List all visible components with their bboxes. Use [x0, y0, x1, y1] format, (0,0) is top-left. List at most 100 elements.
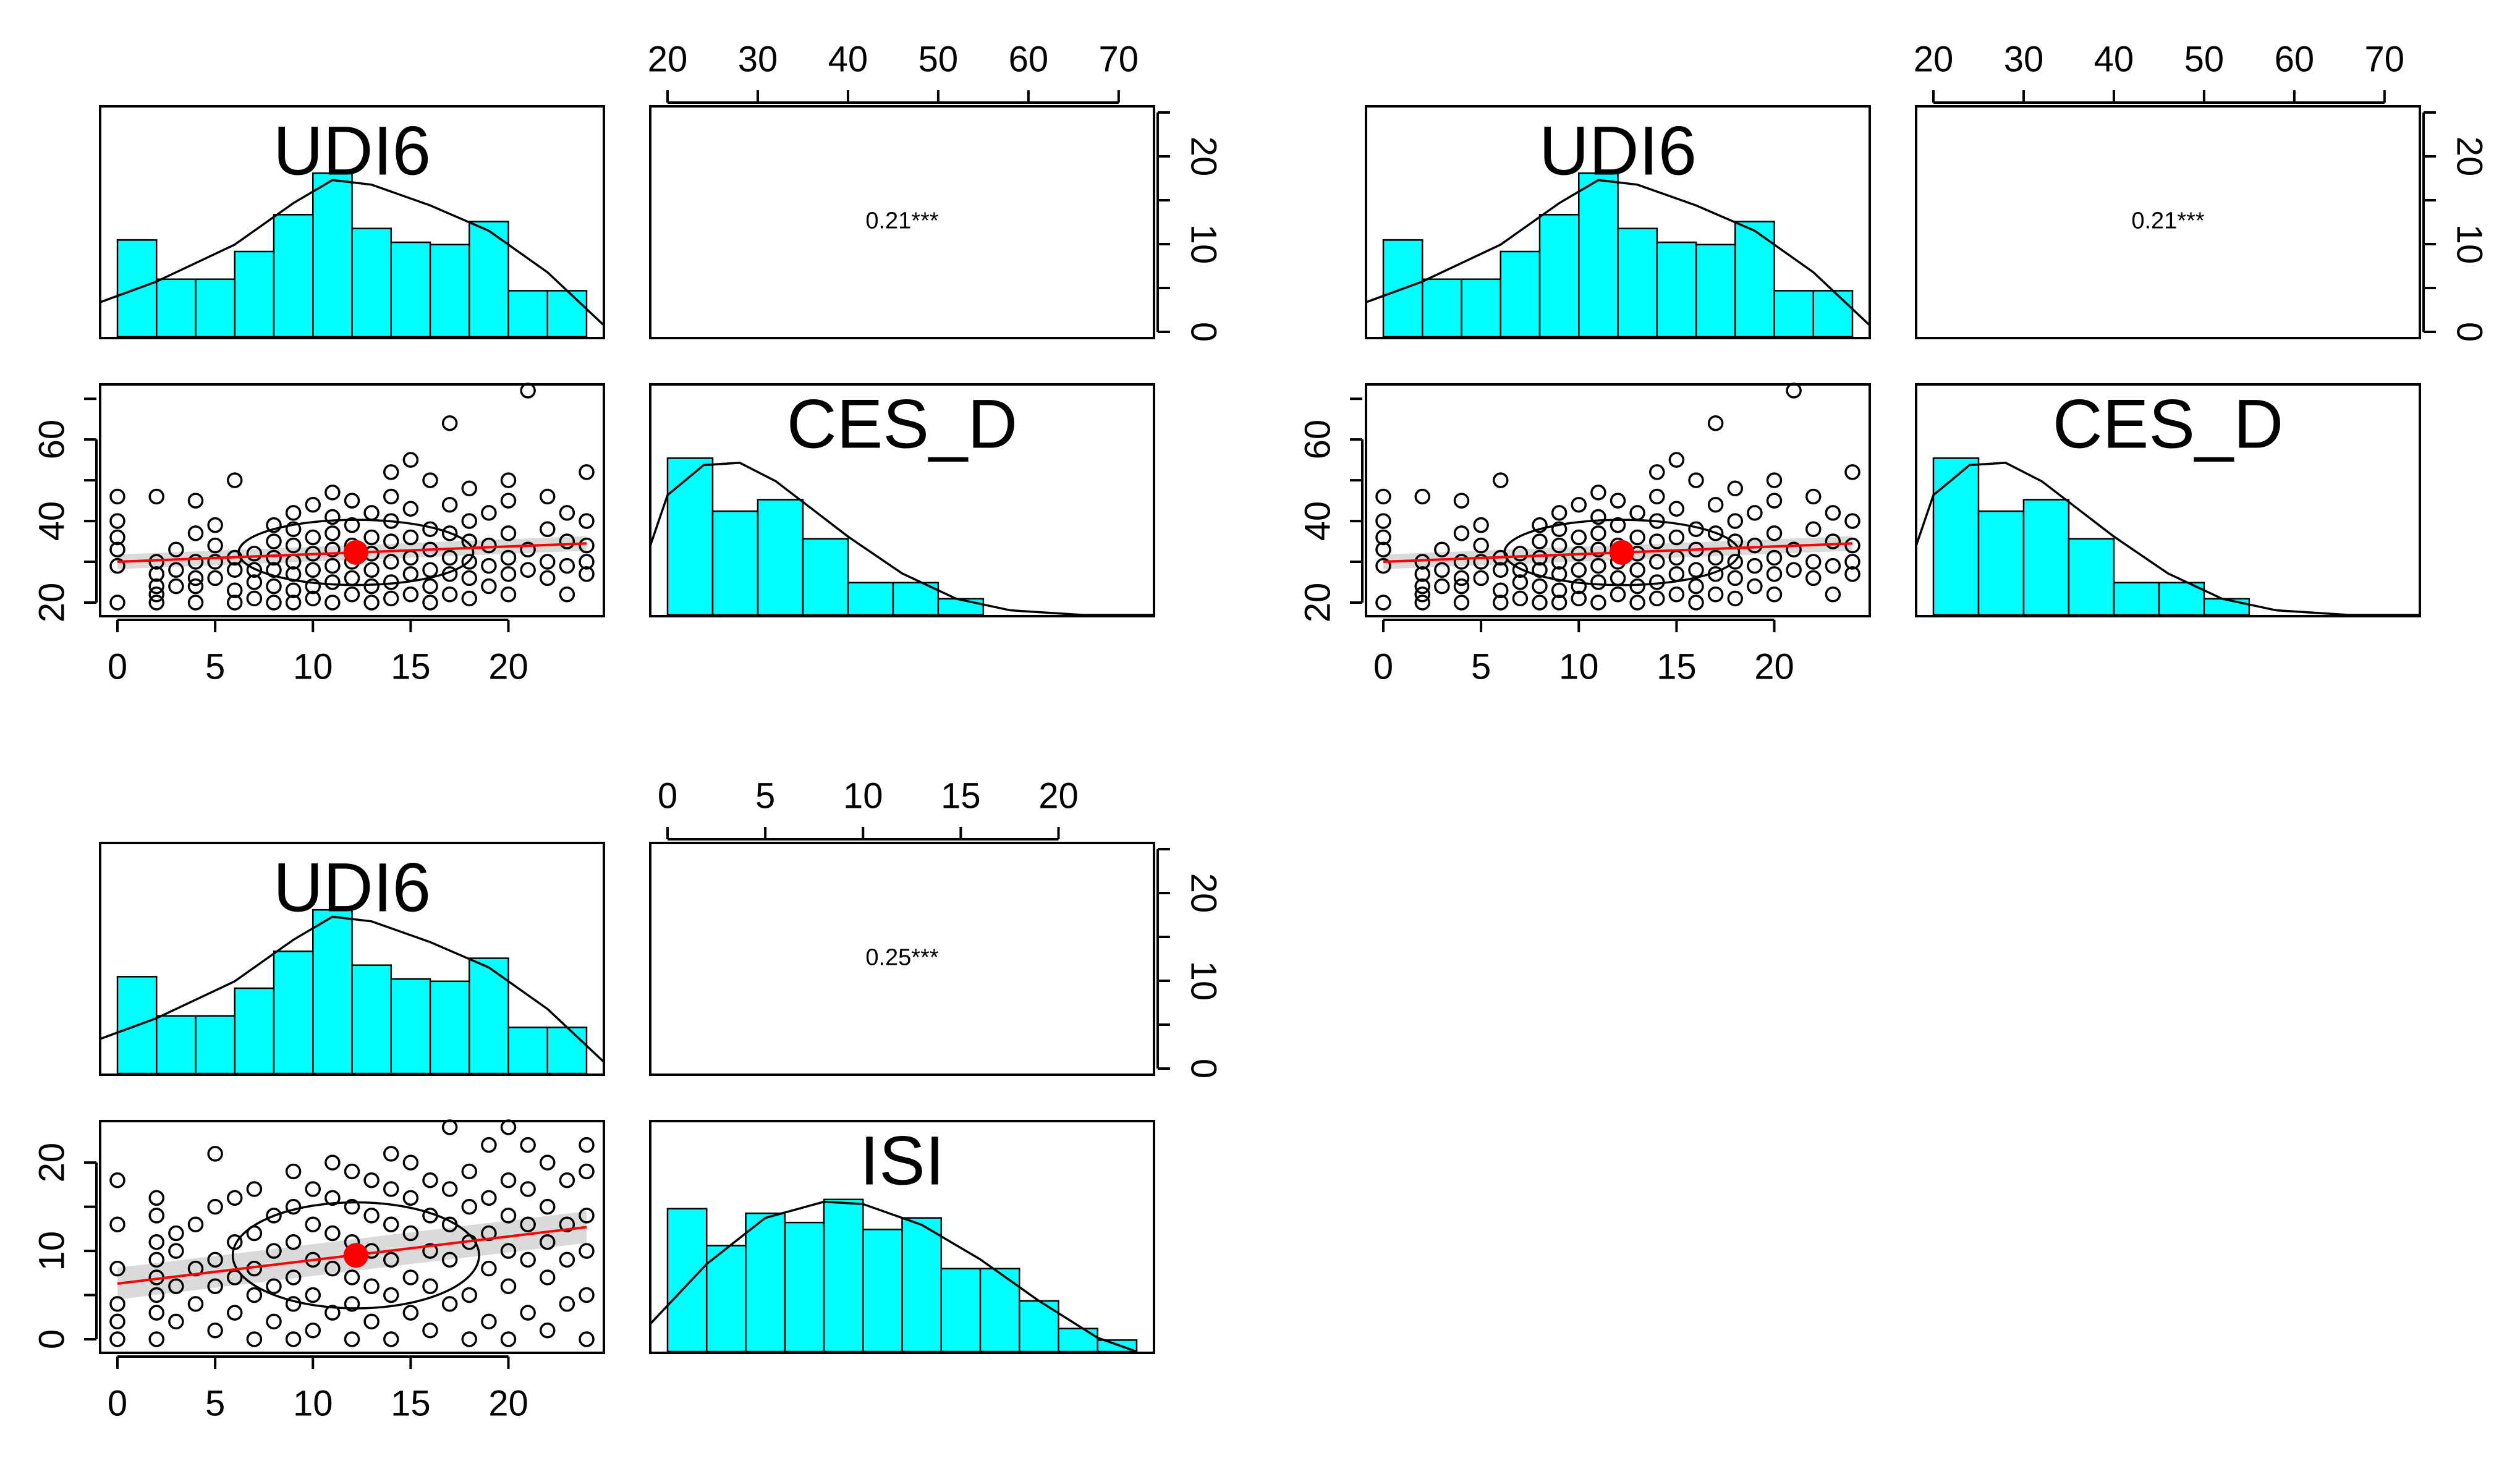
variable-title: CES_D: [2053, 386, 2283, 463]
scatter-point: [305, 529, 321, 546]
scatter-point: [344, 1296, 360, 1312]
scatter-point: [1649, 533, 1665, 549]
hist-bar: [1656, 241, 1697, 338]
scatter-point: [1512, 590, 1529, 607]
top-axis-label: 30: [2004, 40, 2044, 80]
scatter-point: [1532, 549, 1548, 566]
scatter-point: [207, 1322, 223, 1339]
bottom-axis-label: 15: [1657, 647, 1697, 687]
scatter-point: [1532, 517, 1548, 533]
scatter-point: [1551, 595, 1568, 611]
scatter-point: [1766, 566, 1783, 582]
scatter-point: [207, 570, 223, 587]
scatter-point: [1414, 587, 1430, 603]
right-axis-label: 20: [1184, 873, 1224, 913]
scatter-point: [579, 513, 595, 529]
scatter-point: [109, 1172, 125, 1188]
scatter-point: [1844, 566, 1860, 582]
scatter-point: [559, 1216, 575, 1232]
top-axis-label: 70: [1099, 40, 1139, 80]
scatter-point: [325, 557, 341, 574]
scatter-point: [325, 525, 341, 541]
hist-bar: [351, 227, 392, 338]
scatter-point: [187, 570, 204, 587]
scatter-point: [481, 1313, 497, 1330]
hist-bar: [1695, 244, 1736, 338]
scatter-point: [266, 1313, 282, 1330]
scatter-point: [1493, 472, 1509, 488]
scatter-point: [579, 537, 595, 554]
scatter-point: [344, 1198, 360, 1215]
scatter-point: [246, 574, 263, 590]
hist-bar: [862, 1229, 903, 1353]
scatter-point: [579, 1208, 595, 1224]
right-axis-label: 20: [1184, 137, 1224, 177]
hist-bar: [711, 510, 759, 616]
histogram-ISI: [649, 1198, 1138, 1353]
scatter-point: [1375, 529, 1391, 546]
scatter-point: [461, 513, 477, 529]
hist-bar: [666, 1208, 708, 1353]
scatter-point: [266, 595, 282, 611]
scatter-point: [520, 1216, 536, 1232]
scatter-point: [1610, 517, 1626, 533]
scatter-point: [402, 587, 419, 603]
scatter-point: [1688, 595, 1704, 611]
scatter-point: [383, 488, 399, 505]
scatter-point: [1512, 574, 1529, 590]
scatter-point: [1629, 529, 1645, 546]
density-curve: [100, 179, 605, 326]
scatter-point: [481, 1260, 497, 1277]
scatter-point: [1473, 537, 1489, 554]
top-axis-label: 10: [843, 776, 883, 816]
scatter-point: [441, 549, 458, 566]
scatter-point: [481, 578, 497, 595]
scatter-point: [1707, 415, 1724, 431]
bottom-axis-label: 10: [1559, 647, 1599, 687]
scatter-point: [187, 1296, 204, 1312]
scatter-point: [109, 1313, 125, 1330]
hist-bar: [940, 1268, 982, 1353]
scatter-point: [1473, 570, 1489, 587]
scatter-point: [187, 525, 204, 541]
scatter-point: [305, 1322, 321, 1339]
histogram-UDI6: [100, 908, 605, 1075]
scatter-point: [1786, 562, 1802, 578]
scatter-point: [1786, 383, 1802, 399]
scatter-point: [1727, 513, 1743, 529]
scatter-point: [266, 517, 282, 533]
hist-bar: [1734, 221, 1775, 338]
scatter-point: [1375, 541, 1391, 557]
scatter-point: [383, 1331, 399, 1347]
scatter-point: [500, 525, 517, 541]
scatter-point: [422, 1322, 438, 1339]
scatter-point: [402, 1305, 419, 1321]
scatter-point: [344, 493, 360, 509]
scatter-point: [383, 1287, 399, 1303]
scatter-point: [1551, 582, 1568, 598]
hist-bar: [351, 964, 392, 1075]
scatter-point: [461, 480, 477, 497]
top-axis-label: 30: [738, 40, 778, 80]
scatter-point: [402, 501, 419, 517]
scatter-point: [148, 566, 164, 582]
scatter-point: [520, 562, 536, 578]
scatter-point: [285, 521, 302, 538]
bottom-axis-label: 20: [1754, 647, 1794, 687]
scatter-point: [441, 587, 458, 603]
scatter-point: [1414, 566, 1430, 582]
scatter-point: [187, 493, 204, 509]
histogram-CES_D: [649, 457, 1154, 616]
scatter-point: [461, 1331, 477, 1347]
scatter-point: [383, 464, 399, 480]
scatter-point: [1629, 578, 1645, 595]
scatter-point: [1766, 525, 1783, 541]
scatter-point: [461, 1163, 477, 1180]
scatter-point: [1727, 570, 1743, 587]
scatter-point: [540, 488, 556, 505]
hist-bar: [469, 221, 509, 338]
scatter-point: [579, 1287, 595, 1303]
scatter-point: [168, 1225, 184, 1242]
scatter-point: [402, 1190, 419, 1206]
scatter-point: [246, 562, 263, 578]
